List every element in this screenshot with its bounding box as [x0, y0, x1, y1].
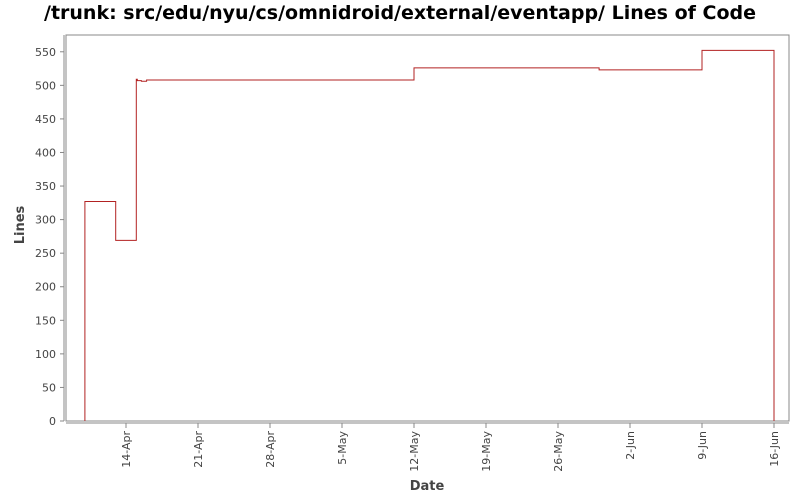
series-line	[84, 49, 775, 421]
plot-area	[65, 34, 790, 422]
chart-title: /trunk: src/edu/nyu/cs/omnidroid/externa…	[44, 2, 756, 24]
x-axis-ticks: 14-Apr 21-Apr 28-Apr 5-May 12-May 19-May 26-Ma…	[120, 423, 781, 472]
y-tick-label: 50	[42, 381, 56, 394]
y-tick-label: 200	[35, 281, 56, 294]
y-tick-label: 500	[35, 79, 56, 92]
x-tick-label: 28-Apr	[264, 431, 277, 468]
series-group	[84, 49, 775, 421]
x-tick-label: 14-Apr	[120, 431, 133, 468]
y-axis-ticks: 0 50 100 150 200 250 300 350 400 450 500 550	[35, 46, 64, 428]
y-tick-label: 350	[35, 180, 56, 193]
y-tick-label: 400	[35, 146, 56, 159]
x-tick-label: 16-Jun	[768, 431, 781, 467]
y-tick-label: 550	[35, 46, 56, 59]
y-axis-title: Lines	[13, 205, 28, 244]
y-tick-label: 0	[49, 415, 56, 428]
x-tick-label: 26-May	[552, 431, 565, 472]
y-tick-label: 150	[35, 314, 56, 327]
y-tick-label: 450	[35, 113, 56, 126]
x-tick-label: 9-Jun	[696, 431, 709, 460]
x-tick-label: 21-Apr	[192, 431, 205, 468]
x-tick-label: 5-May	[336, 431, 349, 465]
y-tick-label: 250	[35, 247, 56, 260]
y-tick-label: 100	[35, 348, 56, 361]
y-tick-label: 300	[35, 214, 56, 227]
x-tick-label: 19-May	[480, 431, 493, 472]
x-tick-label: 2-Jun	[624, 431, 637, 460]
x-axis-title: Date	[410, 479, 445, 494]
x-tick-label: 12-May	[408, 431, 421, 472]
